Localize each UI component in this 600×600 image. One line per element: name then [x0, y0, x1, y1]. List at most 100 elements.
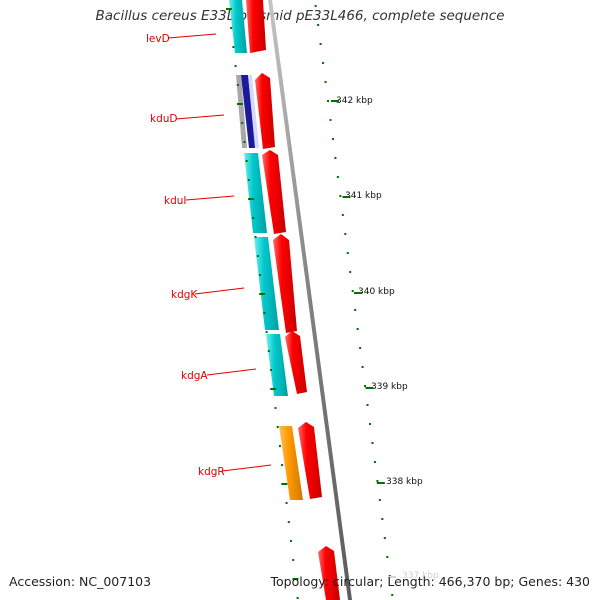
gc-mark: [245, 160, 248, 162]
ruler-minor-tick: [391, 594, 394, 596]
feature-cyan: [244, 153, 267, 233]
gc-mark: [285, 502, 288, 504]
ruler-minor-tick: [378, 499, 381, 501]
gc-mark: [278, 445, 281, 447]
ruler-minor-tick: [314, 5, 317, 7]
ruler-label-342: 342 kbp: [336, 96, 373, 106]
gene-labels: levD kduD kduI kdgK kdgA kdgR: [146, 33, 272, 478]
sequence-backbone: [268, 0, 352, 600]
ruler-minor-tick: [349, 271, 352, 273]
ruler-minor-tick: [319, 43, 322, 45]
feature-orange: [279, 426, 303, 500]
gc-mark: [236, 84, 239, 86]
ruler-minor-tick: [322, 62, 325, 64]
gc-mark: [259, 293, 266, 295]
ruler-minor-tick: [376, 480, 379, 482]
ruler-minor-tick: [336, 176, 339, 178]
ruler-minor-tick: [368, 423, 371, 425]
ruler-minor-tick: [344, 233, 347, 235]
gc-mark: [292, 559, 295, 561]
ruler-label-340: 340 kbp: [358, 287, 395, 297]
gene-label-kdgR: kdgR: [198, 466, 225, 478]
feature-cyan: [229, 0, 247, 53]
ruler-minor-tick: [331, 138, 334, 140]
ruler-minor-tick: [327, 100, 329, 102]
ruler-minor-tick: [386, 556, 389, 558]
gene-label-kduD: kduD: [150, 113, 178, 125]
gc-mark: [258, 274, 261, 276]
gc-mark: [234, 65, 237, 67]
gc-mark: [270, 388, 277, 390]
ruler-major-tick: [354, 292, 363, 294]
gene-label-kduI: kduI: [164, 195, 187, 207]
topology-label: Topology: circular; Length: 466,370 bp; …: [270, 574, 591, 589]
ruler-minor-tick: [371, 442, 374, 444]
feature-red: [273, 234, 297, 333]
ruler-minor-tick: [383, 537, 386, 539]
gc-mark: [243, 141, 246, 143]
gc-mark: [247, 179, 250, 181]
gc-mark: [237, 103, 244, 105]
ruler-minor-tick: [373, 461, 376, 463]
gc-mark: [265, 331, 268, 333]
gc-mark: [281, 483, 288, 485]
gc-mark: [270, 369, 273, 371]
gene-label-levD: levD: [146, 33, 170, 45]
ruler-minor-tick: [366, 404, 369, 406]
feature-red: [255, 73, 275, 149]
gc-mark: [256, 255, 259, 257]
feature-red: [318, 546, 340, 600]
gene-label-kdgK: kdgK: [171, 289, 198, 301]
gc-mark: [232, 46, 235, 48]
feature-red: [262, 150, 286, 234]
feature-red: [298, 422, 322, 499]
gc-mark: [274, 407, 277, 409]
gc-mark: [241, 122, 244, 124]
ruler-minor-tick: [359, 347, 362, 349]
ruler-minor-tick: [346, 252, 349, 254]
gc-mark: [263, 312, 266, 314]
feature-cyan: [254, 237, 279, 330]
ruler-minor-tick: [354, 309, 357, 311]
gc-mark: [290, 540, 292, 542]
ruler-major-tick: [388, 576, 397, 578]
ruler-major-tick: [342, 196, 351, 198]
gc-marks: [225, 8, 299, 599]
map-title: Bacillus cereus E33L plasmid pE33L466, c…: [95, 8, 505, 24]
ruler-minor-tick: [339, 195, 342, 197]
ruler-minor-tick: [361, 366, 364, 368]
gc-mark: [230, 27, 233, 29]
feature-gray: [236, 75, 247, 148]
ruler-minor-tick: [329, 119, 332, 121]
feature-red: [246, 0, 266, 53]
kbp-ruler: 342 kbp 341 kbp 340 kbp 339 kbp 338 kbp …: [314, 5, 439, 596]
ruler-label-337: 337 kbp: [402, 571, 439, 581]
ruler-minor-tick: [351, 290, 354, 292]
gc-mark: [276, 426, 279, 428]
ruler-minor-tick: [317, 24, 320, 26]
gene-label-kdgA: kdgA: [181, 370, 208, 382]
gc-mark: [296, 597, 299, 599]
gc-mark: [287, 521, 290, 523]
forward-strand-features: [246, 0, 340, 600]
ruler-label-339: 339 kbp: [371, 382, 408, 392]
gc-mark: [225, 8, 232, 10]
feature-cyan: [266, 334, 288, 396]
ruler-major-tick: [376, 482, 385, 484]
feature-red: [285, 331, 307, 394]
feature-navy: [241, 75, 256, 148]
cog-category-features: [229, 0, 303, 500]
gc-mark: [252, 217, 255, 219]
ruler-label-341: 341 kbp: [345, 191, 382, 201]
ruler-minor-tick: [381, 518, 384, 520]
ruler-major-tick: [365, 387, 374, 389]
gc-mark: [292, 578, 299, 580]
gc-mark: [254, 236, 257, 238]
ruler-label-338: 338 kbp: [386, 477, 423, 487]
ruler-minor-tick: [364, 385, 367, 387]
accession-label: Accession: NC_007103: [9, 574, 152, 589]
ruler-minor-tick: [356, 328, 359, 330]
gc-mark: [281, 464, 284, 466]
ruler-minor-tick: [341, 214, 344, 216]
